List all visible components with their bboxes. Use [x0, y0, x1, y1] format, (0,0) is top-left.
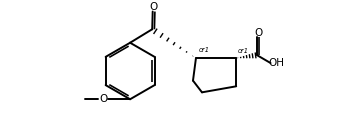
- Text: OH: OH: [268, 58, 284, 68]
- Text: O: O: [150, 2, 158, 12]
- Text: O: O: [254, 28, 262, 38]
- Text: or1: or1: [238, 48, 249, 54]
- Text: O: O: [99, 94, 107, 104]
- Text: or1: or1: [198, 47, 209, 53]
